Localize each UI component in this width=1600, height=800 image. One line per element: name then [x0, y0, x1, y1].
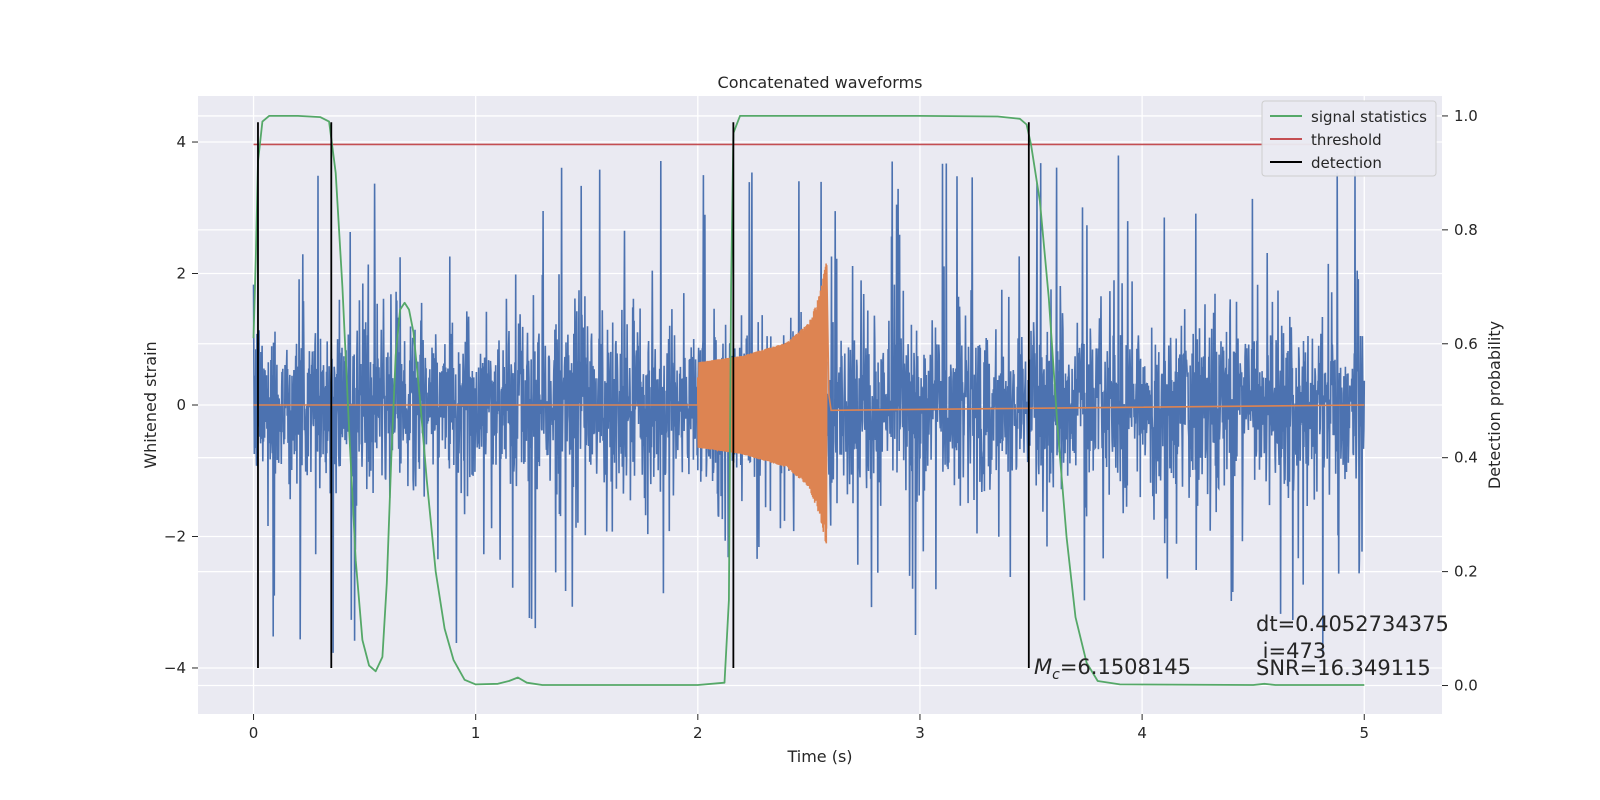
tick-labels: 0 1 2 3 4 5 −4 −2 0 2 4 0.0 0.2 0.4 0.6 0.8 1.0 — [164, 107, 1478, 742]
snr-annotation: SNR=16.349115 — [1256, 656, 1431, 680]
x-tick-label: 1 — [471, 724, 481, 742]
y-axis-label-right: Detection probability — [1485, 321, 1504, 489]
y-tick-label: 0 — [176, 396, 186, 414]
detection-lines — [257, 122, 1030, 668]
x-tick-label: 0 — [249, 724, 259, 742]
injected-waveform-line — [253, 263, 1365, 544]
y-tick-label: −2 — [164, 527, 186, 545]
legend: signal statistics threshold detection — [1261, 100, 1437, 177]
y-right-tick-label: 0.2 — [1454, 563, 1478, 581]
series-layer — [252, 115, 1366, 686]
x-tick-label: 2 — [693, 724, 703, 742]
dt-annotation: dt=0.4052734375 — [1256, 612, 1449, 636]
legend-label-threshold: threshold — [1311, 131, 1382, 149]
y-right-tick-label: 0.0 — [1454, 677, 1478, 695]
y-right-tick-label: 0.6 — [1454, 335, 1478, 353]
chirp-mass-annotation: Mc=6.1508145 — [1034, 655, 1191, 683]
legend-label-detection: detection — [1311, 154, 1382, 172]
i-annotation: i=473 — [1256, 639, 1326, 663]
signal-statistics-line — [252, 115, 1365, 686]
y-tick-label: 2 — [176, 265, 186, 283]
y-tick-label: 4 — [176, 133, 186, 151]
y-axis-label: Whitened strain — [141, 341, 160, 468]
chart-title: Concatenated waveforms — [718, 73, 923, 92]
y-right-tick-label: 1.0 — [1454, 107, 1478, 125]
y-tick-label: −4 — [164, 659, 186, 677]
y-right-tick-label: 0.4 — [1454, 449, 1478, 467]
x-tick-label: 5 — [1359, 724, 1369, 742]
x-axis-label: Time (s) — [786, 747, 852, 766]
legend-label-signal-statistics: signal statistics — [1311, 108, 1427, 126]
grid-lines — [198, 96, 1442, 714]
x-tick-label: 3 — [915, 724, 925, 742]
x-tick-label: 4 — [1137, 724, 1147, 742]
y-right-tick-label: 0.8 — [1454, 221, 1478, 239]
